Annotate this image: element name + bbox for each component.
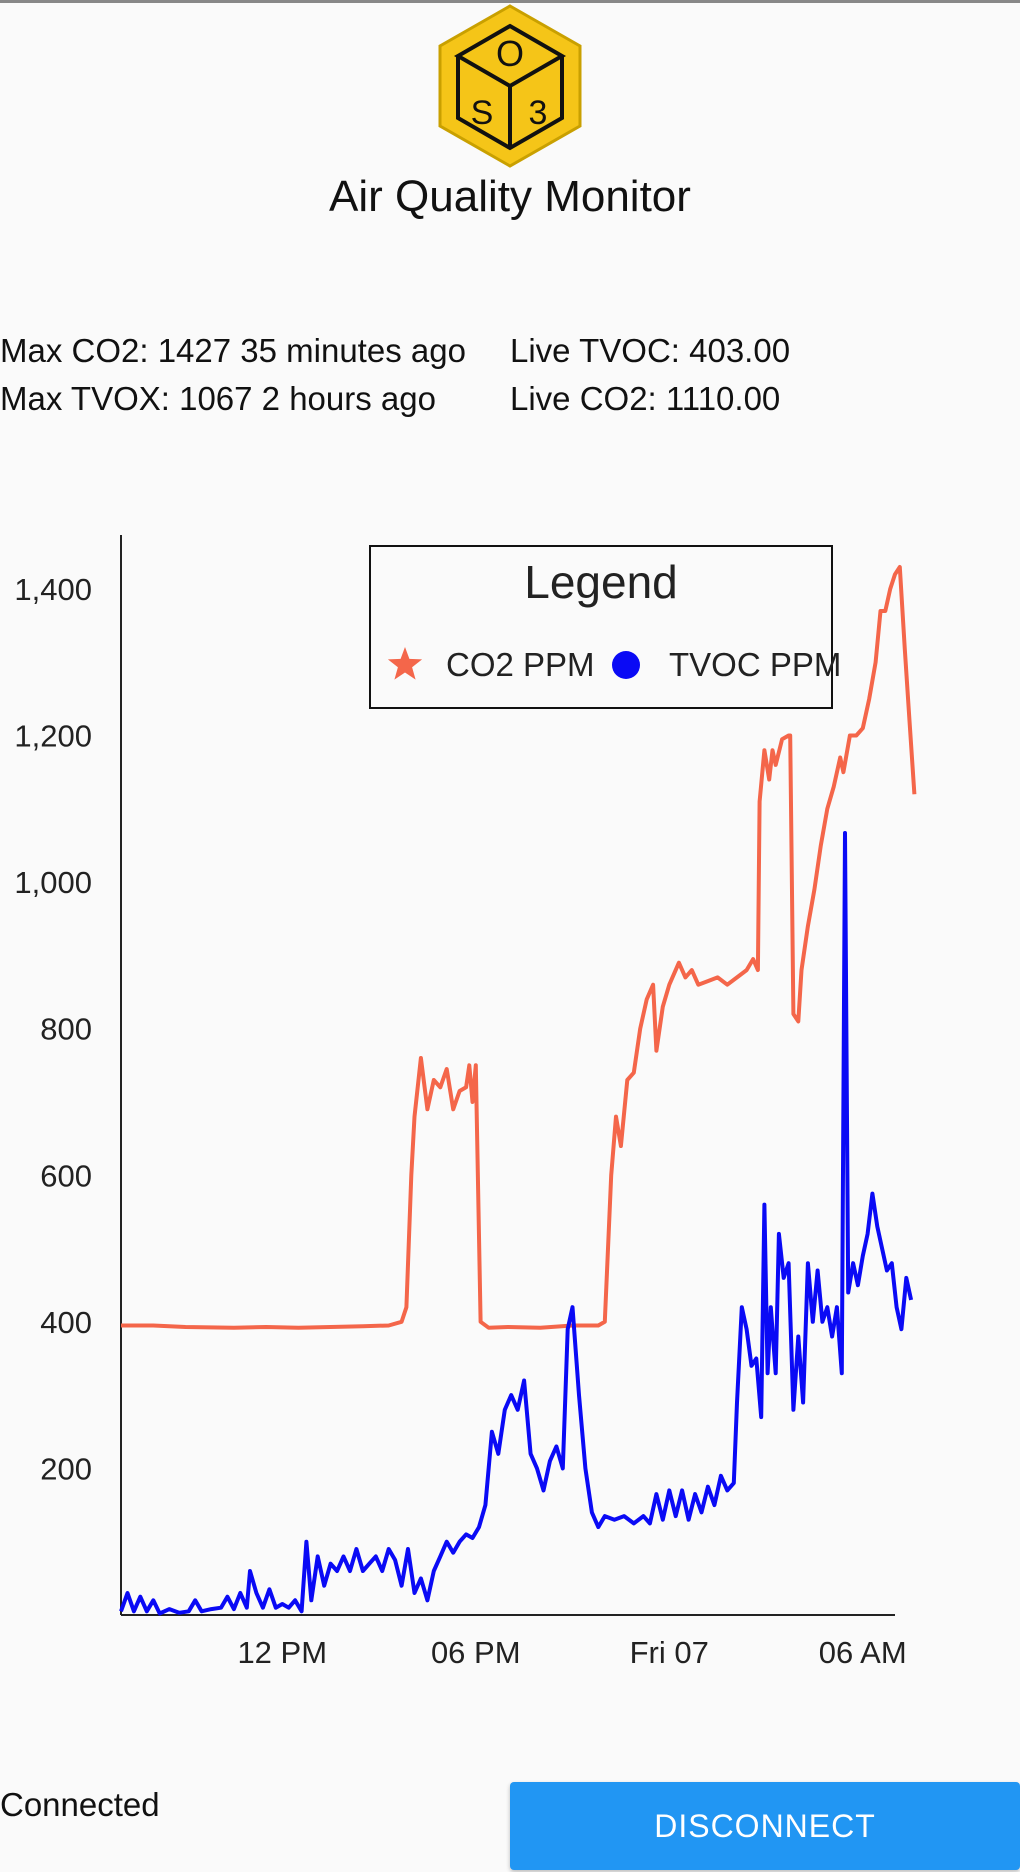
y-tick-label: 200 — [40, 1451, 92, 1486]
series-line-tvoc — [119, 831, 914, 1616]
top-divider — [0, 0, 1020, 3]
connection-status: Connected — [0, 1786, 160, 1823]
y-tick-label: 600 — [40, 1158, 92, 1193]
x-tick-label: 06 PM — [431, 1635, 521, 1670]
max-tvox-stat: Max TVOX: 1067 2 hours ago — [0, 380, 436, 417]
app-title: Air Quality Monitor — [329, 172, 691, 221]
y-tick-label: 800 — [40, 1012, 92, 1047]
legend-item-tvoc: TVOC PPM — [669, 646, 841, 683]
air-quality-chart: 200 400 600 800 1,000 1,200 1,400 12 PM 06 PM Fri… — [14, 535, 917, 1670]
logo-letter-left: S — [471, 94, 494, 132]
y-tick-label: 400 — [40, 1305, 92, 1340]
logo-letter-top: O — [496, 33, 524, 74]
x-tick-label: 12 PM — [237, 1635, 327, 1670]
series-line-co2 — [121, 565, 917, 1330]
y-tick-label: 1,400 — [14, 572, 92, 607]
live-co2-stat: Live CO2: 1110.00 — [510, 380, 781, 417]
legend-item-co2: CO2 PPM — [446, 646, 595, 683]
y-tick-label: 1,000 — [14, 865, 92, 900]
max-co2-stat: Max CO2: 1427 35 minutes ago — [0, 332, 466, 369]
live-tvoc-stat: Live TVOC: 403.00 — [510, 332, 791, 369]
disconnect-button[interactable]: DISCONNECT — [510, 1782, 1020, 1870]
legend-circle-icon — [612, 651, 640, 679]
legend-star-icon — [387, 647, 423, 680]
app-logo: O S 3 — [438, 4, 582, 168]
y-tick-label: 1,200 — [14, 719, 92, 754]
x-tick-label: 06 AM — [819, 1635, 907, 1670]
legend-box — [369, 545, 833, 709]
logo-letter-right: 3 — [529, 94, 548, 132]
legend-title: Legend — [524, 556, 678, 608]
x-tick-label: Fri 07 — [630, 1635, 709, 1670]
